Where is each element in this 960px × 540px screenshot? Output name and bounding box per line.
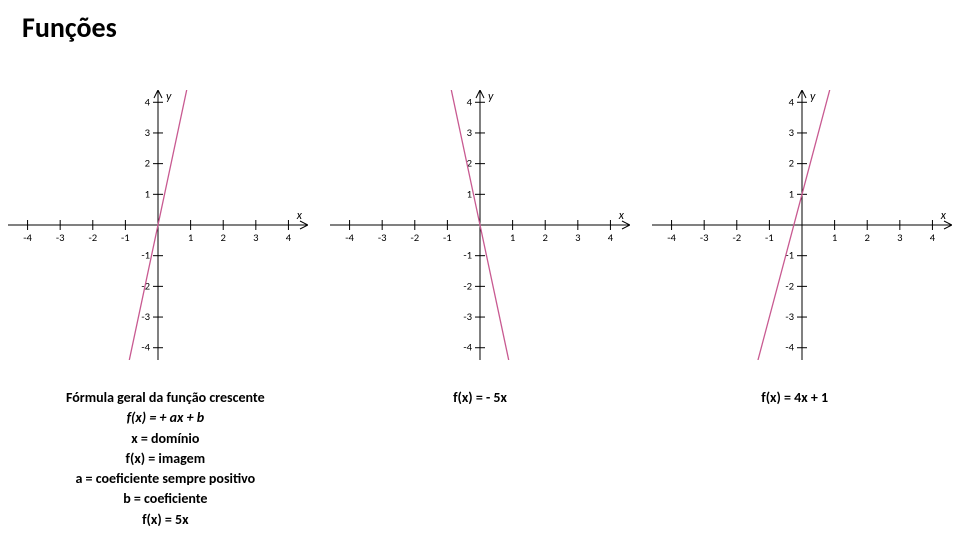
caption-left-line-3: a = coeficiente sempre positivo xyxy=(8,469,323,489)
x-tick-label: -1 xyxy=(765,231,774,244)
y-tick-label: 3 xyxy=(145,126,150,139)
y-tick-label: 3 xyxy=(789,126,794,139)
y-tick-label: 4 xyxy=(467,95,473,108)
x-tick-label: -2 xyxy=(410,231,419,244)
y-tick-label: 1 xyxy=(467,187,472,200)
y-tick-label: -4 xyxy=(463,341,472,354)
y-tick-label: -1 xyxy=(141,249,150,262)
caption-left-formula: f(x) = + ax + b xyxy=(8,408,323,428)
page-title: Funções xyxy=(22,10,117,45)
axes: -4-3-2-11234-4-3-2-11234xy xyxy=(652,90,952,360)
axes: -4-3-2-11234-4-3-2-11234xy xyxy=(8,90,308,360)
x-tick-label: 1 xyxy=(510,231,515,244)
caption-left-line-2: f(x) = imagem xyxy=(8,449,323,469)
x-tick-label: -3 xyxy=(378,231,387,244)
x-tick-label: 4 xyxy=(930,231,936,244)
y-tick-label: 2 xyxy=(145,157,150,170)
caption-left-line-5: f(x) = 5x xyxy=(8,510,323,530)
x-tick-label: -1 xyxy=(443,231,452,244)
caption-left-heading: Fórmula geral da função crescente xyxy=(8,388,323,408)
caption-left-line-4: b = coeficiente xyxy=(8,489,323,509)
x-axis-label: x xyxy=(296,209,303,223)
y-axis-label: y xyxy=(166,90,172,104)
y-tick-label: -3 xyxy=(141,310,150,323)
y-tick-label: -2 xyxy=(463,279,472,292)
x-tick-label: 1 xyxy=(188,231,193,244)
x-tick-label: -4 xyxy=(23,231,32,244)
y-tick-label: 4 xyxy=(145,95,151,108)
x-axis-label: x xyxy=(940,209,947,223)
x-tick-label: -4 xyxy=(345,231,354,244)
graph-1: -4-3-2-11234-4-3-2-11234xy xyxy=(8,90,308,360)
y-tick-label: 1 xyxy=(145,187,150,200)
caption-right-text: f(x) = 4x + 1 xyxy=(637,388,952,408)
caption-right: f(x) = 4x + 1 xyxy=(637,388,952,530)
graphs-row: -4-3-2-11234-4-3-2-11234xy -4-3-2-11234-… xyxy=(0,90,960,360)
x-tick-label: -2 xyxy=(88,231,97,244)
x-tick-label: 4 xyxy=(608,231,614,244)
x-tick-label: 4 xyxy=(286,231,292,244)
x-tick-label: 2 xyxy=(221,231,226,244)
y-tick-label: -4 xyxy=(141,341,150,354)
x-tick-label: -3 xyxy=(700,231,709,244)
caption-middle: f(x) = - 5x xyxy=(323,388,638,530)
y-tick-label: -2 xyxy=(785,279,794,292)
y-tick-label: 3 xyxy=(467,126,472,139)
caption-left: Fórmula geral da função crescente f(x) =… xyxy=(8,388,323,530)
x-tick-label: -3 xyxy=(56,231,65,244)
x-tick-label: 3 xyxy=(575,231,580,244)
axes: -4-3-2-11234-4-3-2-11234xy xyxy=(330,90,630,360)
x-tick-label: 2 xyxy=(865,231,870,244)
x-tick-label: 3 xyxy=(253,231,258,244)
y-tick-label: 2 xyxy=(789,157,794,170)
y-axis-label: y xyxy=(810,90,816,104)
y-tick-label: -3 xyxy=(785,310,794,323)
x-tick-label: 3 xyxy=(897,231,902,244)
caption-middle-text: f(x) = - 5x xyxy=(323,388,638,408)
x-tick-label: -1 xyxy=(121,231,130,244)
y-tick-label: 4 xyxy=(789,95,795,108)
x-axis-label: x xyxy=(618,209,625,223)
caption-left-line-1: x = domínio xyxy=(8,429,323,449)
y-tick-label: 1 xyxy=(789,187,794,200)
y-tick-label: -1 xyxy=(463,249,472,262)
x-tick-label: -4 xyxy=(667,231,676,244)
y-tick-label: -3 xyxy=(463,310,472,323)
y-tick-label: -4 xyxy=(785,341,794,354)
graph-2: -4-3-2-11234-4-3-2-11234xy xyxy=(330,90,630,360)
y-axis-label: y xyxy=(488,90,494,104)
x-tick-label: -2 xyxy=(732,231,741,244)
x-tick-label: 2 xyxy=(543,231,548,244)
x-tick-label: 1 xyxy=(832,231,837,244)
captions-row: Fórmula geral da função crescente f(x) =… xyxy=(0,388,960,530)
graph-3: -4-3-2-11234-4-3-2-11234xy xyxy=(652,90,952,360)
